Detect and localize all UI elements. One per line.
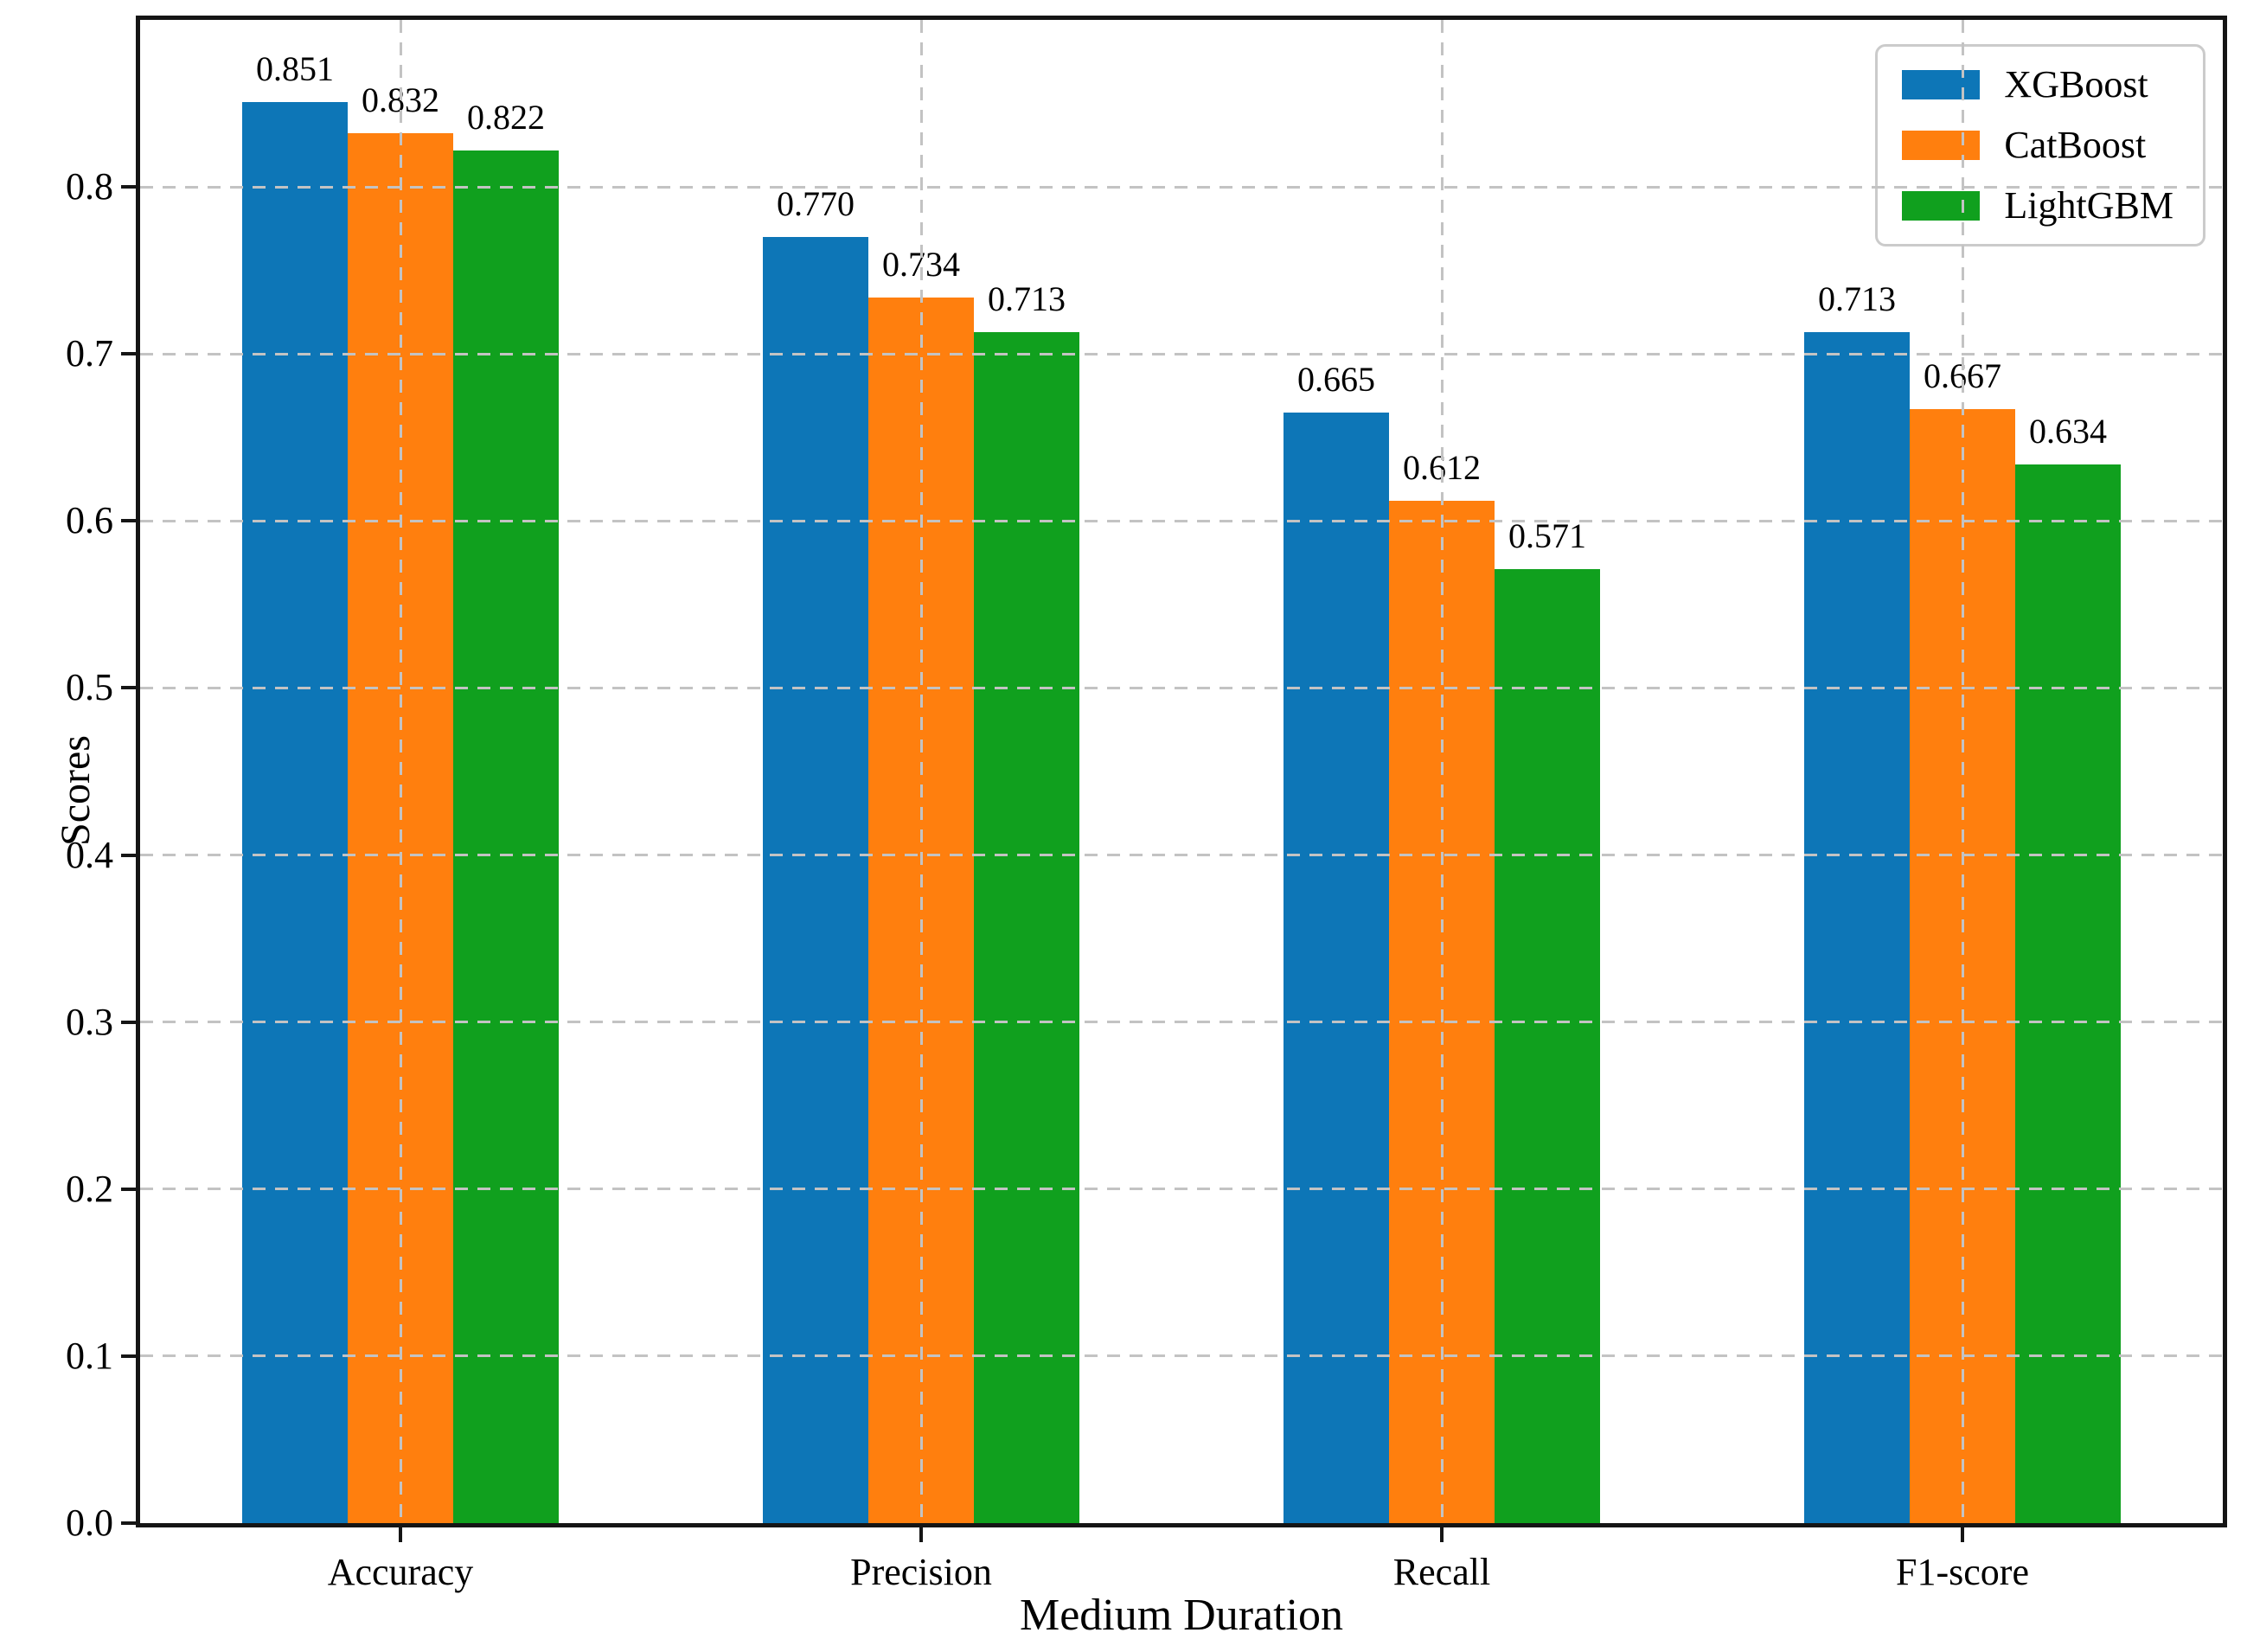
y-tick-label: 0.6 (66, 499, 113, 542)
legend-entry-catboost: CatBoost (1902, 126, 2173, 164)
y-tick-label: 0.5 (66, 666, 113, 709)
legend-swatch-icon (1902, 70, 1981, 99)
y-tick-mark (121, 352, 136, 356)
y-tick-mark (121, 1020, 136, 1024)
legend-entry-xgboost: XGBoost (1902, 66, 2173, 104)
plot-area: 0.851 0.832 0.822 0.770 0.734 0.713 0.665 0.612… (136, 16, 2227, 1527)
legend-label: LightGBM (2004, 184, 2173, 227)
y-tick-mark (121, 1187, 136, 1191)
y-tick-mark (121, 1521, 136, 1525)
bar-value-label: 0.667 (1924, 355, 2001, 395)
y-tick-mark (121, 853, 136, 857)
y-tick-label: 0.2 (66, 1167, 113, 1210)
bar-value-label: 0.832 (362, 80, 439, 120)
y-tick-mark (121, 1354, 136, 1358)
bar-value-label: 0.770 (777, 184, 855, 224)
x-tick-label-f1-score: F1-score (1896, 1551, 2029, 1593)
x-tick-mark (919, 1527, 923, 1542)
x-tick-mark (1440, 1527, 1444, 1542)
bar-xgboost-precision (763, 237, 868, 1523)
bar-lightgbm-f1-score (2015, 464, 2121, 1523)
legend-label: XGBoost (2004, 63, 2148, 106)
bar-value-label: 0.734 (882, 244, 960, 284)
legend-swatch-icon (1902, 131, 1981, 160)
legend-entry-lightgbm: LightGBM (1902, 187, 2173, 225)
x-tick-mark (399, 1527, 402, 1542)
bar-xgboost-accuracy (242, 101, 348, 1523)
bar-value-label: 0.612 (1403, 448, 1481, 488)
bar-value-label: 0.851 (256, 48, 334, 88)
y-tick-mark (121, 185, 136, 189)
bar-xgboost-f1-score (1804, 332, 1910, 1523)
x-axis-title: Medium Duration (1019, 1591, 1344, 1640)
legend-swatch-icon (1902, 191, 1981, 221)
legend-label: CatBoost (2004, 124, 2147, 166)
x-tick-label-recall: Recall (1392, 1551, 1491, 1593)
bar-xgboost-recall (1284, 412, 1389, 1523)
x-tick-mark (1961, 1527, 1964, 1542)
bar-lightgbm-recall (1495, 569, 1600, 1523)
y-tick-label: 0.4 (66, 833, 113, 876)
bar-lightgbm-accuracy (453, 150, 559, 1523)
bar-value-label: 0.713 (988, 279, 1066, 319)
bar-value-label: 0.713 (1818, 279, 1896, 319)
y-tick-label: 0.1 (66, 1334, 113, 1377)
value-labels-layer: 0.851 0.832 0.822 0.770 0.734 0.713 0.665 0.612… (140, 20, 2223, 1523)
y-tick-label: 0.7 (66, 332, 113, 375)
y-tick-label: 0.0 (66, 1502, 113, 1544)
y-tick-label: 0.3 (66, 1000, 113, 1043)
y-tick-mark (121, 686, 136, 690)
x-tick-label-accuracy: Accuracy (327, 1551, 474, 1593)
y-tick-label: 0.8 (66, 165, 113, 208)
x-tick-label-precision: Precision (850, 1551, 992, 1593)
y-tick-mark (121, 519, 136, 523)
bar-value-label: 0.571 (1508, 516, 1586, 556)
bar-value-label: 0.665 (1297, 359, 1375, 399)
y-axis-title: Scores (53, 735, 99, 846)
bar-lightgbm-precision (974, 332, 1079, 1523)
bar-value-label: 0.822 (467, 97, 545, 137)
bar-value-label: 0.634 (2029, 411, 2107, 451)
legend: XGBoost CatBoost LightGBM (1875, 44, 2205, 247)
